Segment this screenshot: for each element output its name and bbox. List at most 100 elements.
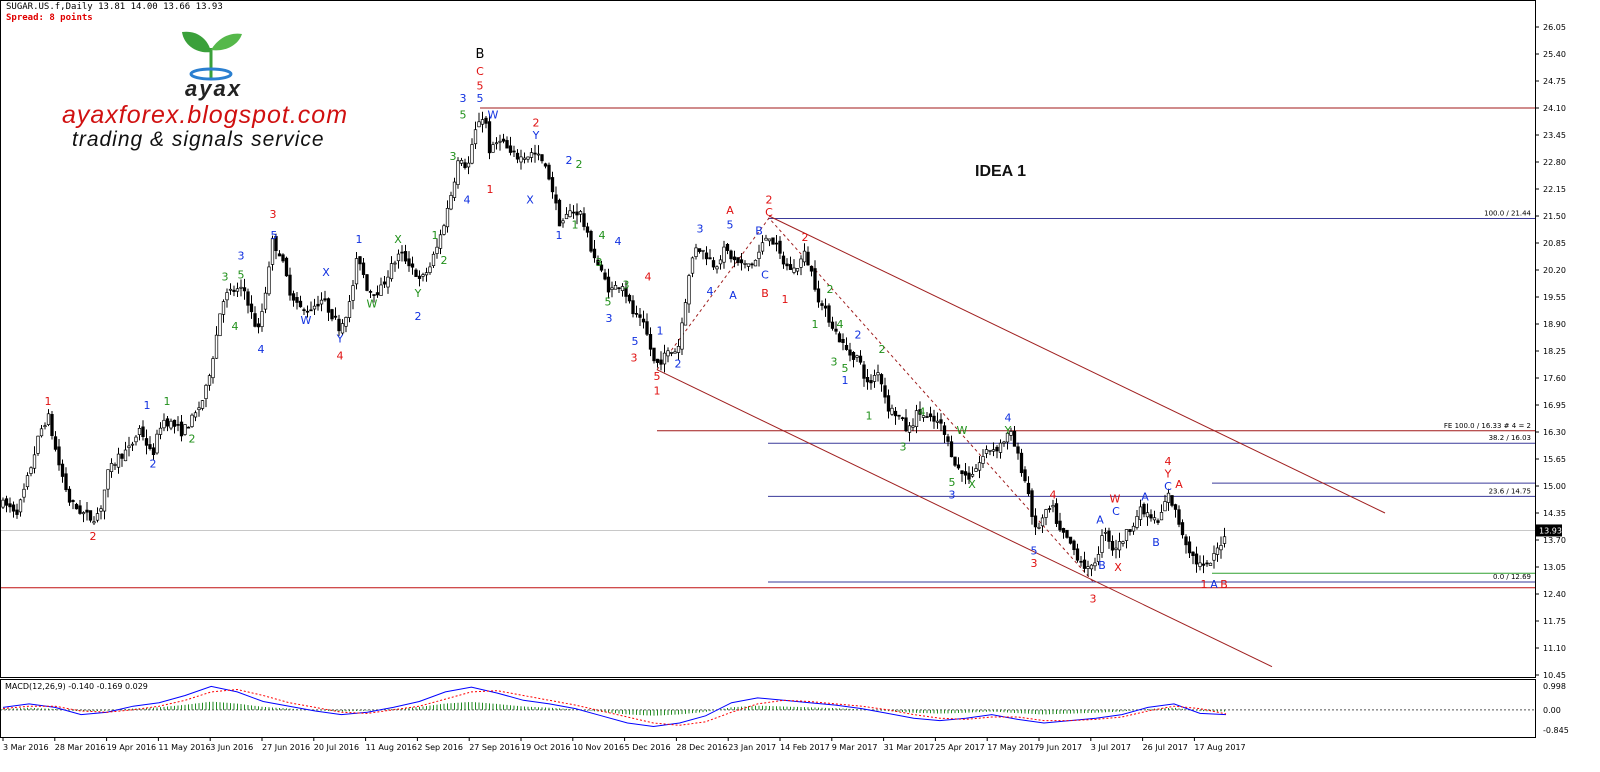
time-axis-label: 26 Jul 2017 — [1143, 743, 1188, 752]
candle-body — [169, 420, 173, 429]
wave-label: 5 — [460, 108, 467, 121]
candle-body — [410, 263, 415, 268]
candle-body — [456, 160, 460, 185]
wave-label: C — [476, 65, 484, 78]
candle-body — [848, 349, 852, 356]
candle-body — [690, 257, 695, 274]
wave-label: 4 — [599, 229, 606, 242]
candle-body — [960, 470, 964, 475]
price-axis-label: 13.70 — [1543, 536, 1566, 545]
candle-body — [1023, 469, 1027, 482]
price-axis-label: 19.55 — [1543, 293, 1566, 302]
wave-label: 1 — [812, 318, 819, 331]
candle-body — [137, 427, 142, 436]
candle-body — [347, 301, 352, 318]
candle-body — [606, 276, 611, 293]
wave-label: 1 — [556, 229, 563, 242]
candle-body — [144, 438, 149, 446]
candle-body — [883, 385, 887, 398]
candle-body — [736, 257, 740, 263]
candle-body — [36, 435, 40, 454]
candle-body — [428, 266, 432, 273]
candle-body — [211, 358, 215, 379]
candle-body — [389, 263, 394, 280]
candle-body — [641, 318, 646, 323]
wave-label: 3 — [697, 223, 704, 236]
wave-label: 4 — [645, 270, 652, 283]
candle-body — [911, 425, 915, 428]
candle-body — [1009, 431, 1013, 436]
candle-body — [918, 409, 922, 415]
candle-body — [557, 199, 562, 227]
candle-body — [998, 442, 1003, 453]
candle-body — [603, 272, 607, 280]
candle-body — [1215, 547, 1220, 555]
candle-body — [57, 446, 61, 466]
candle-body — [190, 414, 194, 427]
candle-body — [176, 424, 180, 426]
candle-body — [893, 410, 898, 417]
candle-body — [890, 407, 894, 415]
wave-label: Y — [1004, 424, 1012, 437]
candle-body — [253, 313, 257, 327]
candle-body — [946, 436, 950, 442]
candle-body — [141, 426, 145, 437]
wave-label: 3 — [450, 150, 457, 163]
candle-body — [151, 447, 156, 455]
candle-body — [1016, 446, 1020, 454]
candle-body — [330, 309, 334, 320]
wave-label: 1 — [1201, 578, 1208, 591]
wave-label: 2 — [802, 231, 809, 244]
candle-body — [106, 469, 110, 490]
wave-label: X — [322, 266, 330, 279]
candle-body — [64, 473, 68, 491]
candle-body — [655, 358, 660, 363]
price-axis-label: 17.60 — [1543, 374, 1566, 383]
wave-label: 2 — [855, 329, 862, 342]
candle-body — [1019, 452, 1024, 474]
candle-body — [1131, 525, 1136, 532]
time-axis-label: 20 Jul 2016 — [314, 743, 359, 752]
candle-body — [785, 263, 789, 267]
wave-label: 1 — [842, 374, 849, 387]
candle-body — [463, 162, 467, 168]
candle-body — [564, 213, 569, 220]
wave-label: C — [765, 206, 773, 219]
candle-body — [242, 287, 247, 292]
wave-label: 2 — [879, 343, 886, 356]
candle-body — [914, 410, 919, 427]
candle-body — [43, 425, 47, 428]
macd-axis-label: 0.998 — [1543, 682, 1566, 691]
candle-body — [970, 474, 975, 477]
candle-body — [757, 251, 761, 259]
candle-body — [1128, 529, 1132, 532]
candle-body — [1033, 515, 1038, 528]
time-axis-label: 17 Aug 2017 — [1194, 743, 1245, 752]
candle-body — [449, 195, 453, 210]
candle-body — [1163, 501, 1167, 512]
candle-body — [610, 287, 614, 290]
candle-body — [1065, 529, 1069, 538]
candle-body — [200, 400, 205, 409]
wave-label: 3 — [1090, 592, 1097, 605]
candle-body — [792, 267, 796, 273]
logo-url: ayaxforex.blogspot.com — [62, 101, 349, 129]
candle-body — [571, 211, 576, 214]
candle-body — [81, 512, 86, 515]
wave-label: Y — [532, 129, 540, 142]
candle-body — [844, 344, 849, 350]
candle-body — [1058, 520, 1062, 531]
candle-body — [680, 322, 684, 350]
candle-body — [1051, 505, 1055, 508]
wave-label: 3 — [631, 351, 638, 364]
candle-body — [379, 284, 383, 296]
wave-label: A — [729, 289, 737, 302]
wave-label: 4 — [232, 320, 239, 333]
candle-body — [711, 260, 716, 268]
wave-label: A — [726, 204, 734, 217]
price-axis-label: 26.05 — [1543, 23, 1566, 32]
candle-body — [92, 521, 96, 524]
price-axis-label: 14.35 — [1543, 509, 1566, 518]
wave-label: 2 — [415, 310, 422, 323]
